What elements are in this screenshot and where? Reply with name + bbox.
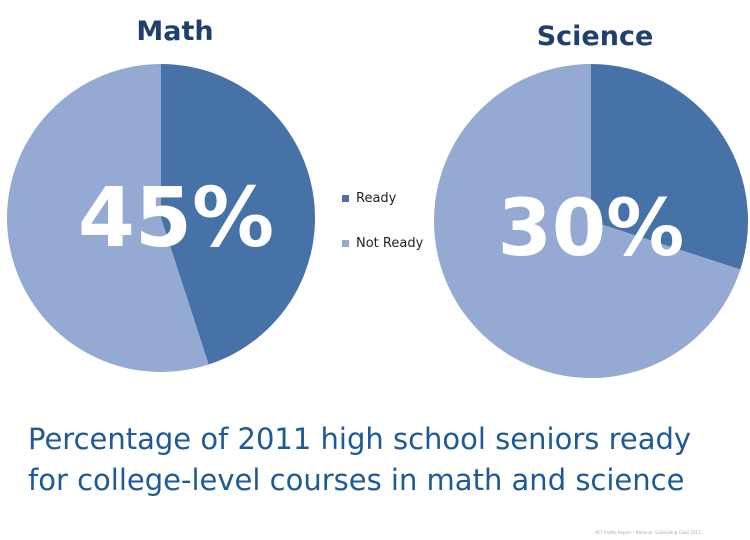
- science-slice-not-ready: [434, 64, 741, 378]
- chart-caption: Percentage of 2011 high school seniors r…: [28, 422, 692, 497]
- legend-item-not-ready: Not Ready: [342, 233, 442, 253]
- legend-swatch-not-ready: [342, 239, 349, 247]
- science-chart-title: Science: [536, 21, 654, 52]
- legend-label-not-ready: Not Ready: [356, 235, 424, 251]
- math-slice-ready: [161, 64, 315, 365]
- legend-item-ready: Ready: [342, 188, 442, 208]
- chart-legend: Ready Not Ready: [342, 188, 442, 278]
- science-percentage-label: 30%: [498, 184, 685, 274]
- legend-swatch-ready: [342, 194, 349, 202]
- source-footnote: ACT Profile Report – National: Graduatin…: [595, 530, 701, 535]
- math-slice-not-ready: [7, 64, 209, 373]
- math-chart-title: Math: [136, 16, 214, 47]
- legend-label-ready: Ready: [356, 190, 397, 206]
- math-pie-chart: 45%: [7, 64, 315, 373]
- math-percentage-label: 45%: [78, 171, 274, 266]
- science-slice-ready: [591, 64, 748, 270]
- science-pie-chart: 30%: [434, 64, 748, 378]
